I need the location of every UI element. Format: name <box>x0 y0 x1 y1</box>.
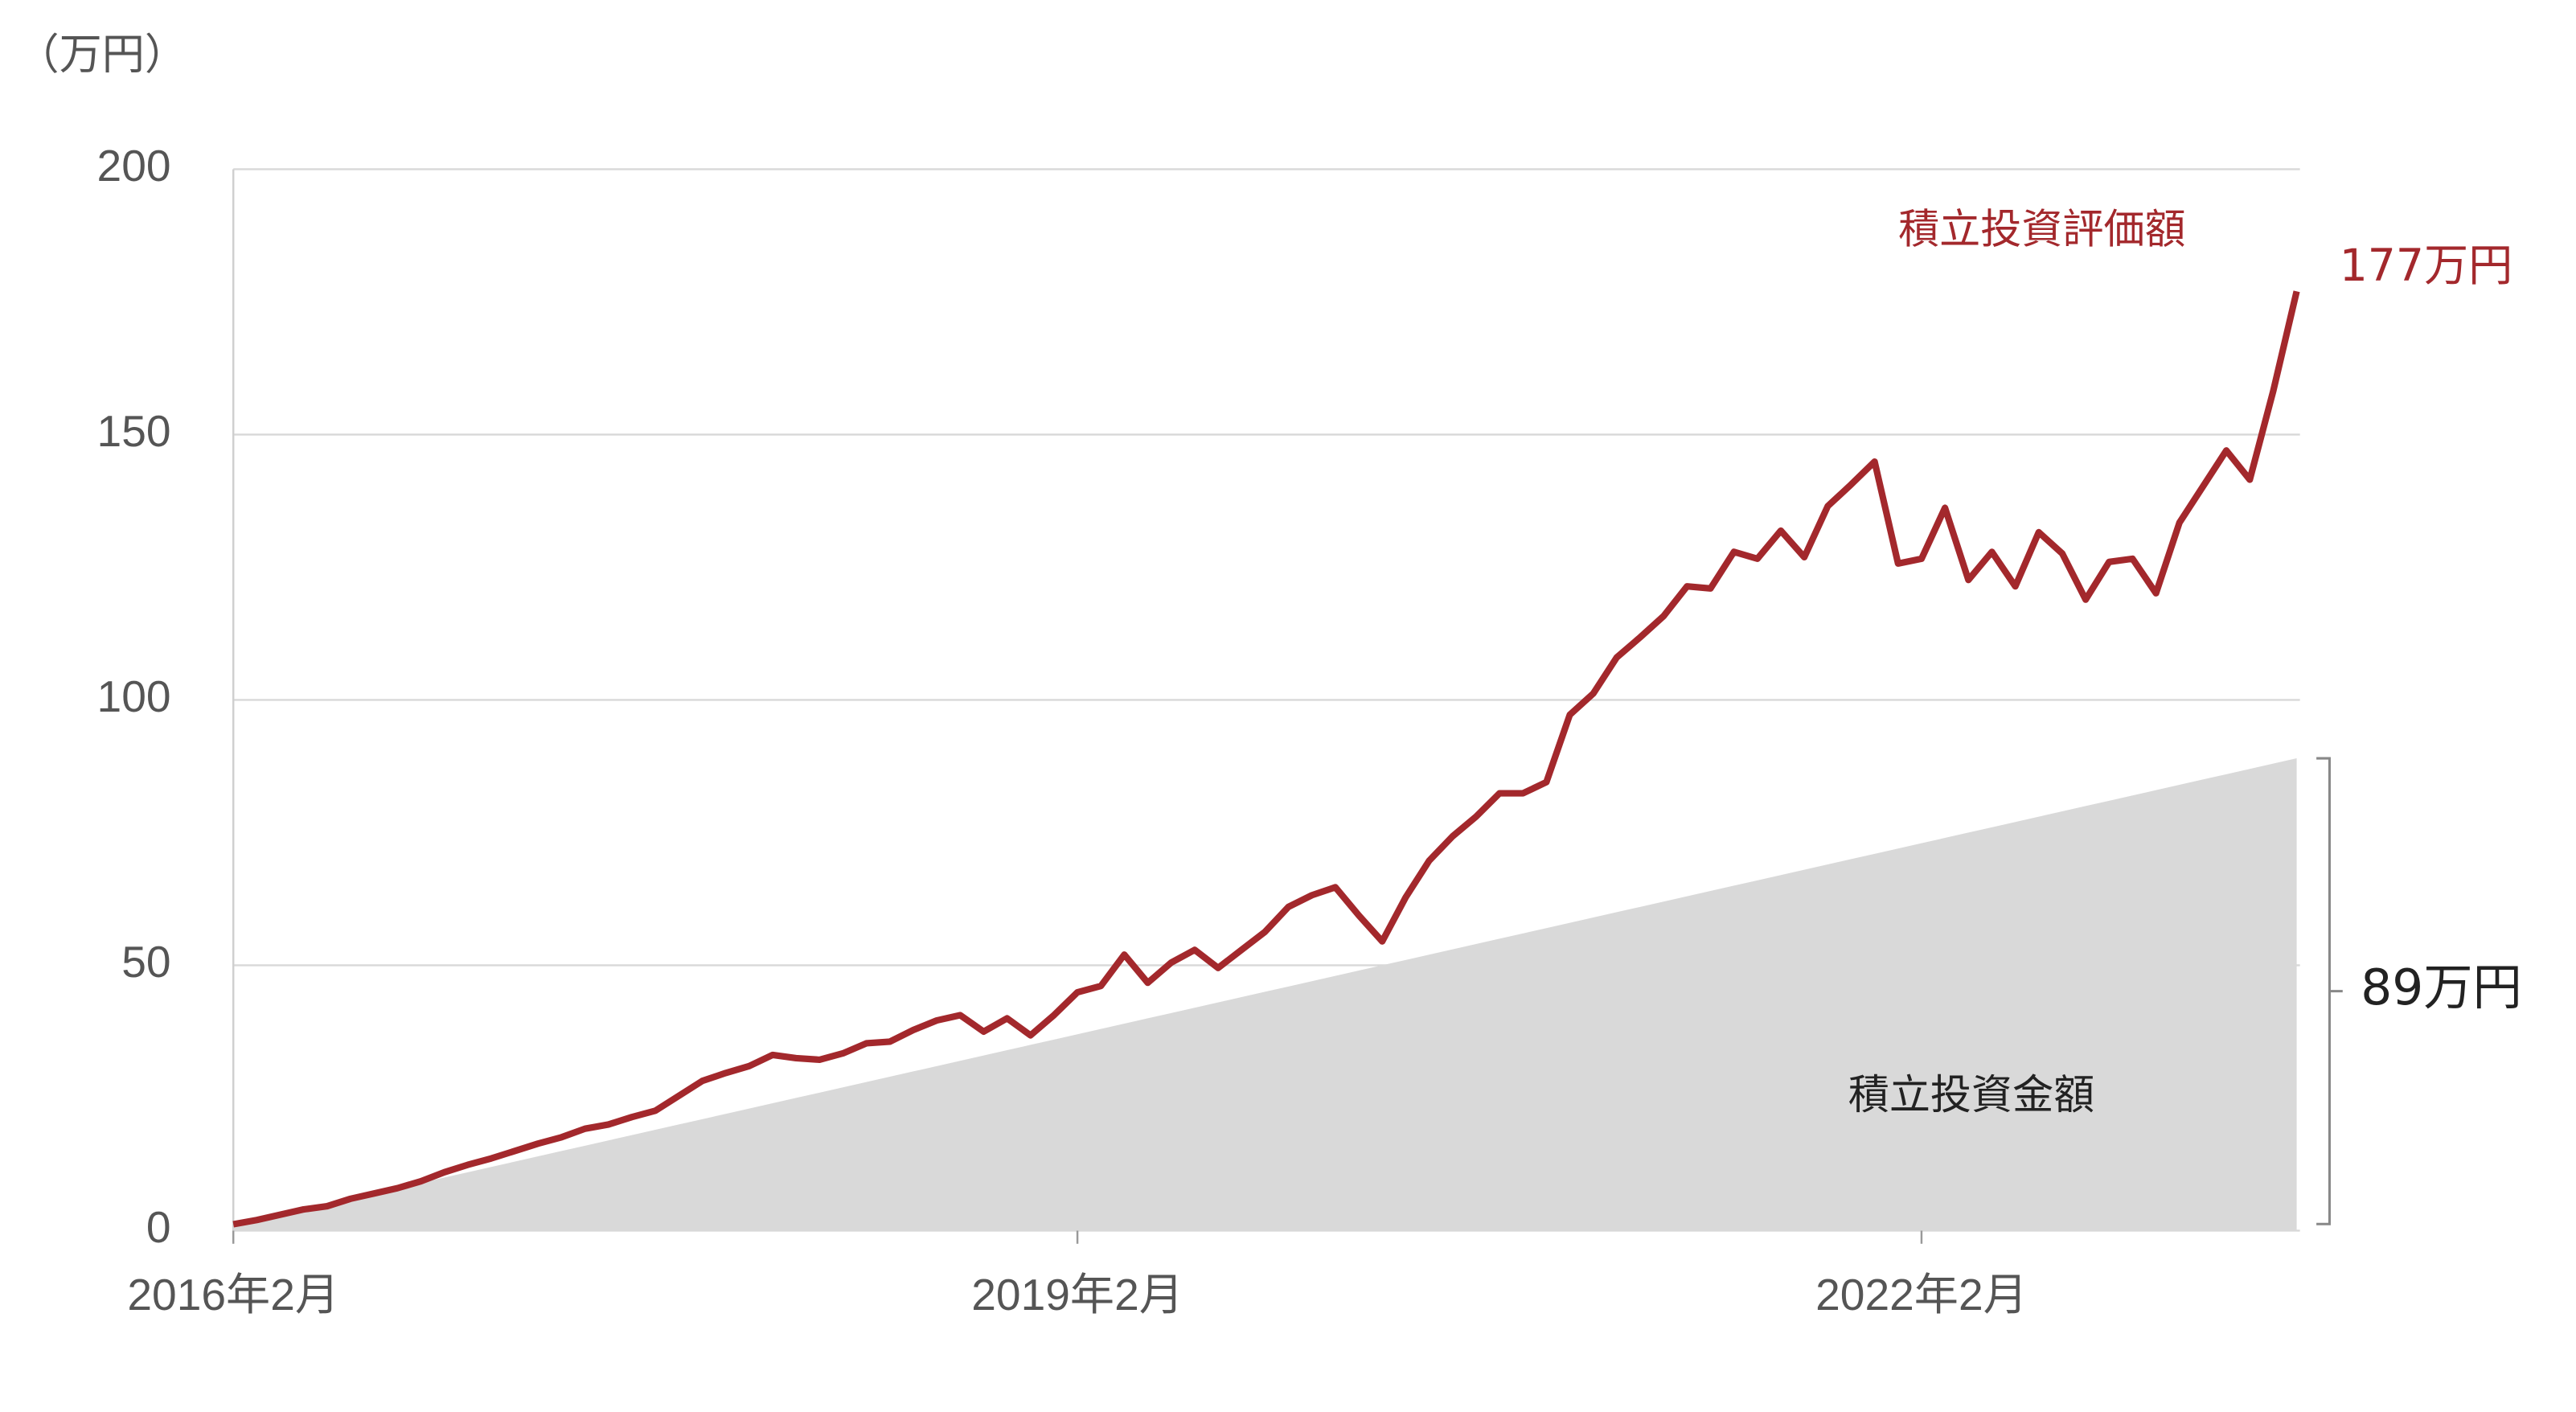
value-label: 89万円 <box>2361 959 2522 1016</box>
y-axis-title: （万円） <box>16 31 187 79</box>
value-label: 177万円 <box>2340 240 2513 292</box>
x-tick-label: 2016年2月 <box>127 1270 339 1320</box>
x-tick-label: 2019年2月 <box>971 1270 1183 1320</box>
y-tick-label: 150 <box>97 406 171 456</box>
y-tick-label: 100 <box>97 671 171 721</box>
series-label: 積立投資金額 <box>1848 1072 2094 1119</box>
line <box>232 290 2300 1228</box>
bracket <box>2316 757 2343 1225</box>
y-tick-label: 0 <box>146 1202 171 1252</box>
area <box>233 758 2297 1231</box>
y-tick-label: 50 <box>121 937 170 987</box>
y-tick-label: 200 <box>97 141 171 191</box>
series-label: 積立投資評価額 <box>1898 207 2186 254</box>
x-tick-label: 2022年2月 <box>1815 1270 2028 1320</box>
